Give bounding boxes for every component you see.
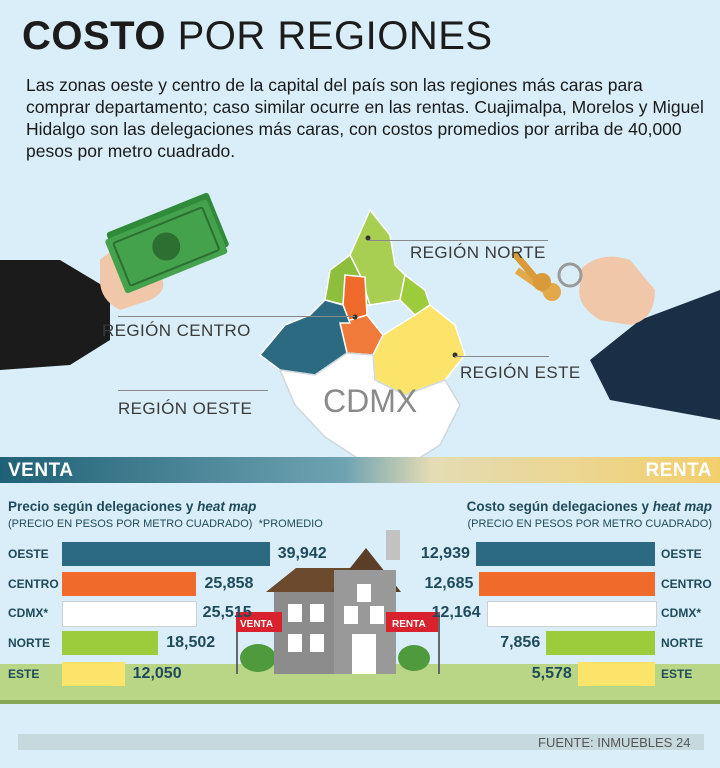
map-center-label: CDMX xyxy=(323,383,417,419)
venta-bar xyxy=(62,662,125,686)
sign-renta-text: RENTA xyxy=(392,619,426,630)
leader-este xyxy=(455,356,549,357)
sign-renta xyxy=(386,612,438,632)
section-band xyxy=(0,457,720,483)
venta-title-main: Precio según delegaciones y xyxy=(8,499,198,514)
venta-value-label: 39,942 xyxy=(277,545,327,562)
renta-bar xyxy=(479,572,655,596)
window xyxy=(310,634,324,652)
renta-bar xyxy=(475,542,655,566)
window xyxy=(288,634,302,652)
renta-chart-subtitle: (PRECIO EN PESOS POR METRO CUADRADO) xyxy=(467,518,712,530)
renta-category-label: OESTE xyxy=(661,547,702,561)
sign-venta xyxy=(236,612,282,632)
page-title: COSTO POR REGIONES xyxy=(22,14,493,59)
left-sleeve xyxy=(0,260,110,370)
window xyxy=(310,604,324,622)
sign-post-left xyxy=(236,612,238,674)
label-region-norte: REGIÓN NORTE xyxy=(410,243,546,262)
renta-bar xyxy=(546,631,655,655)
map-region-norte-east xyxy=(399,273,431,316)
venta-value-label: 18,502 xyxy=(166,634,216,651)
bush-right xyxy=(398,645,430,671)
chimney xyxy=(386,530,400,560)
house-illustration: VENTA RENTA xyxy=(236,530,440,674)
label-region-centro: REGIÓN CENTRO xyxy=(102,321,251,340)
renta-value-label: 5,578 xyxy=(531,665,572,682)
sign-venta-text: VENTA xyxy=(240,619,273,630)
renta-category-label: CENTRO xyxy=(661,577,712,591)
door xyxy=(352,634,376,674)
keys-icon xyxy=(511,250,583,301)
title-bold: COSTO xyxy=(22,14,167,58)
venta-category-label: OESTE xyxy=(8,547,49,561)
venta-bar xyxy=(62,631,159,655)
venta-category-label: CENTRO xyxy=(8,577,59,591)
leader-norte xyxy=(368,240,548,241)
map-marker-centro xyxy=(352,314,358,320)
venta-bar xyxy=(62,572,197,596)
venta-category-label: CDMX* xyxy=(8,606,49,620)
renta-bar xyxy=(577,662,655,686)
section-renta: RENTA xyxy=(645,460,712,481)
renta-bar xyxy=(486,601,657,627)
section-venta: VENTA xyxy=(8,460,74,481)
ground-line xyxy=(0,700,720,704)
renta-value-label: 12,685 xyxy=(424,575,474,592)
source-note: FUENTE: INMUEBLES 24 xyxy=(538,735,691,750)
venta-chart-title: Precio según delegaciones y heat map xyxy=(8,499,256,514)
label-region-oeste: REGIÓN OESTE xyxy=(118,399,253,418)
venta-value-label: 25,858 xyxy=(204,575,254,592)
hand-money-illustration xyxy=(0,192,229,370)
venta-title-italic: heat map xyxy=(197,499,257,514)
window xyxy=(370,606,384,624)
renta-value-label: 7,856 xyxy=(500,634,541,651)
money-icon xyxy=(105,192,229,294)
venta-category-label: ESTE xyxy=(8,667,40,681)
venta-bar xyxy=(62,601,197,627)
bush-left xyxy=(240,644,276,672)
venta-note: *PROMEDIO xyxy=(258,518,323,530)
hand-keys-illustration xyxy=(511,250,720,420)
sign-post-right xyxy=(438,612,440,674)
venta-value-label: 12,050 xyxy=(132,665,182,682)
footer-bar xyxy=(18,734,704,750)
intro-paragraph: Las zonas oeste y centro de la capital d… xyxy=(26,75,704,161)
label-region-este: REGIÓN ESTE xyxy=(460,363,581,382)
leader-oeste xyxy=(118,390,268,391)
venta-category-label: NORTE xyxy=(8,636,50,650)
renta-chart-title: Costo según delegaciones y heat map xyxy=(467,499,712,514)
renta-title-italic: heat map xyxy=(652,499,712,514)
venta-chart-subtitle: (PRECIO EN PESOS POR METRO CUADRADO) *PR… xyxy=(8,518,323,530)
title-rest: POR REGIONES xyxy=(166,14,493,58)
window xyxy=(288,604,302,622)
leader-centro xyxy=(118,316,355,317)
renta-category-label: NORTE xyxy=(661,636,703,650)
right-hand xyxy=(579,256,655,325)
venta-value-label: 25,515 xyxy=(202,604,252,621)
right-sleeve xyxy=(590,290,720,420)
renta-value-label: 12,939 xyxy=(420,545,470,562)
renta-category-label: ESTE xyxy=(661,667,693,681)
window xyxy=(357,584,371,602)
renta-title-main: Costo según delegaciones y xyxy=(466,499,653,514)
renta-category-label: CDMX* xyxy=(661,606,702,620)
cdmx-map: CDMX xyxy=(258,208,466,468)
venta-bar xyxy=(62,542,270,566)
venta-subtitle: (PRECIO EN PESOS POR METRO CUADRADO) xyxy=(8,518,253,530)
map-region-sur xyxy=(278,352,461,468)
renta-value-label: 12,164 xyxy=(431,604,481,621)
window xyxy=(344,606,358,624)
map-marker-norte xyxy=(365,235,371,241)
